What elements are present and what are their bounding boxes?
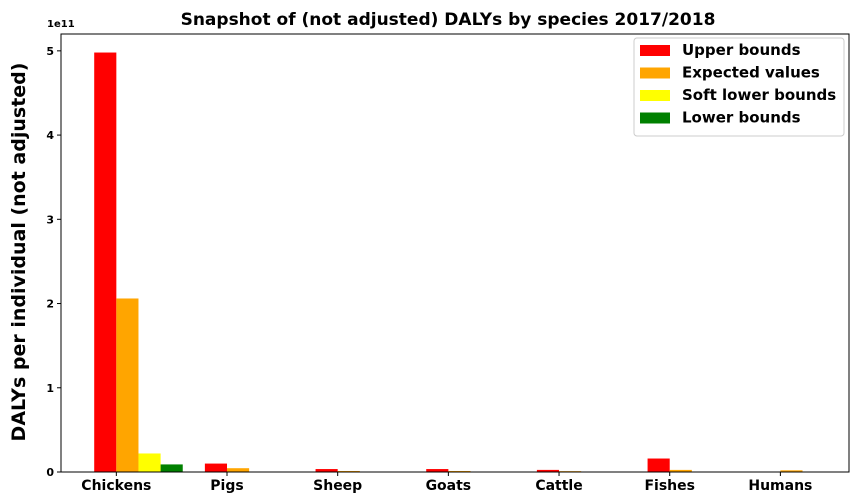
legend-label-expected-values: Expected values: [682, 64, 820, 82]
bar-humans-expected-values: [780, 470, 803, 472]
bar-sheep-expected-values: [337, 470, 360, 472]
y-tick-label: 4: [46, 129, 54, 142]
bar-fishes-upper-bounds: [647, 458, 670, 472]
x-tick-label-pigs: Pigs: [210, 478, 243, 494]
x-tick-label-cattle: Cattle: [535, 478, 582, 494]
bar-fishes-expected-values: [669, 469, 692, 472]
bar-goats-expected-values: [448, 470, 471, 472]
x-axis: Chickens Pigs Sheep Goats Cattle Fishes Humans: [81, 472, 812, 494]
bar-chickens-soft-lower-bounds: [138, 453, 161, 472]
y-axis: 0 1 2 3 4 5: [46, 45, 61, 479]
x-tick-label-chickens: Chickens: [81, 478, 151, 494]
legend-label-upper-bounds: Upper bounds: [682, 41, 801, 59]
legend-swatch-soft-lower-bounds: [640, 90, 670, 101]
y-tick-label: 5: [46, 45, 54, 58]
bar-sheep-upper-bounds: [315, 469, 338, 472]
bars-group: [94, 52, 803, 473]
legend-label-soft-lower-bounds: Soft lower bounds: [682, 86, 836, 104]
bar-chickens-upper-bounds: [94, 52, 117, 473]
bar-chickens-expected-values: [116, 298, 139, 472]
legend-swatch-expected-values: [640, 67, 670, 79]
bar-goats-upper-bounds: [426, 469, 449, 472]
bar-pigs-expected-values: [227, 468, 250, 472]
plot-frame: [60, 33, 850, 473]
y-tick-label: 2: [46, 298, 54, 311]
y-tick-label: 0: [46, 466, 54, 479]
bar-cattle-upper-bounds: [536, 469, 560, 472]
legend-swatch-upper-bounds: [640, 45, 670, 56]
x-tick-label-sheep: Sheep: [313, 478, 362, 494]
x-tick-label-fishes: Fishes: [644, 478, 695, 494]
y-tick-label: 3: [46, 213, 54, 226]
chart-title: Snapshot of (not adjusted) DALYs by spec…: [181, 10, 716, 30]
y-tick-label: 1: [46, 382, 54, 395]
y-axis-label: DALYs per individual (not adjusted): [8, 63, 30, 442]
bar-chickens-lower-bounds: [160, 464, 183, 472]
legend-box: [633, 37, 845, 137]
y-axis-offset-label: 1e11: [47, 19, 75, 30]
legend-label-lower-bounds: Lower bounds: [682, 109, 801, 127]
legend: Upper bounds Expected values Soft lower bo…: [633, 37, 845, 137]
bar-pigs-upper-bounds: [204, 463, 228, 472]
x-tick-label-goats: Goats: [426, 478, 472, 494]
legend-swatch-lower-bounds: [640, 112, 670, 124]
x-tick-label-humans: Humans: [748, 478, 812, 494]
